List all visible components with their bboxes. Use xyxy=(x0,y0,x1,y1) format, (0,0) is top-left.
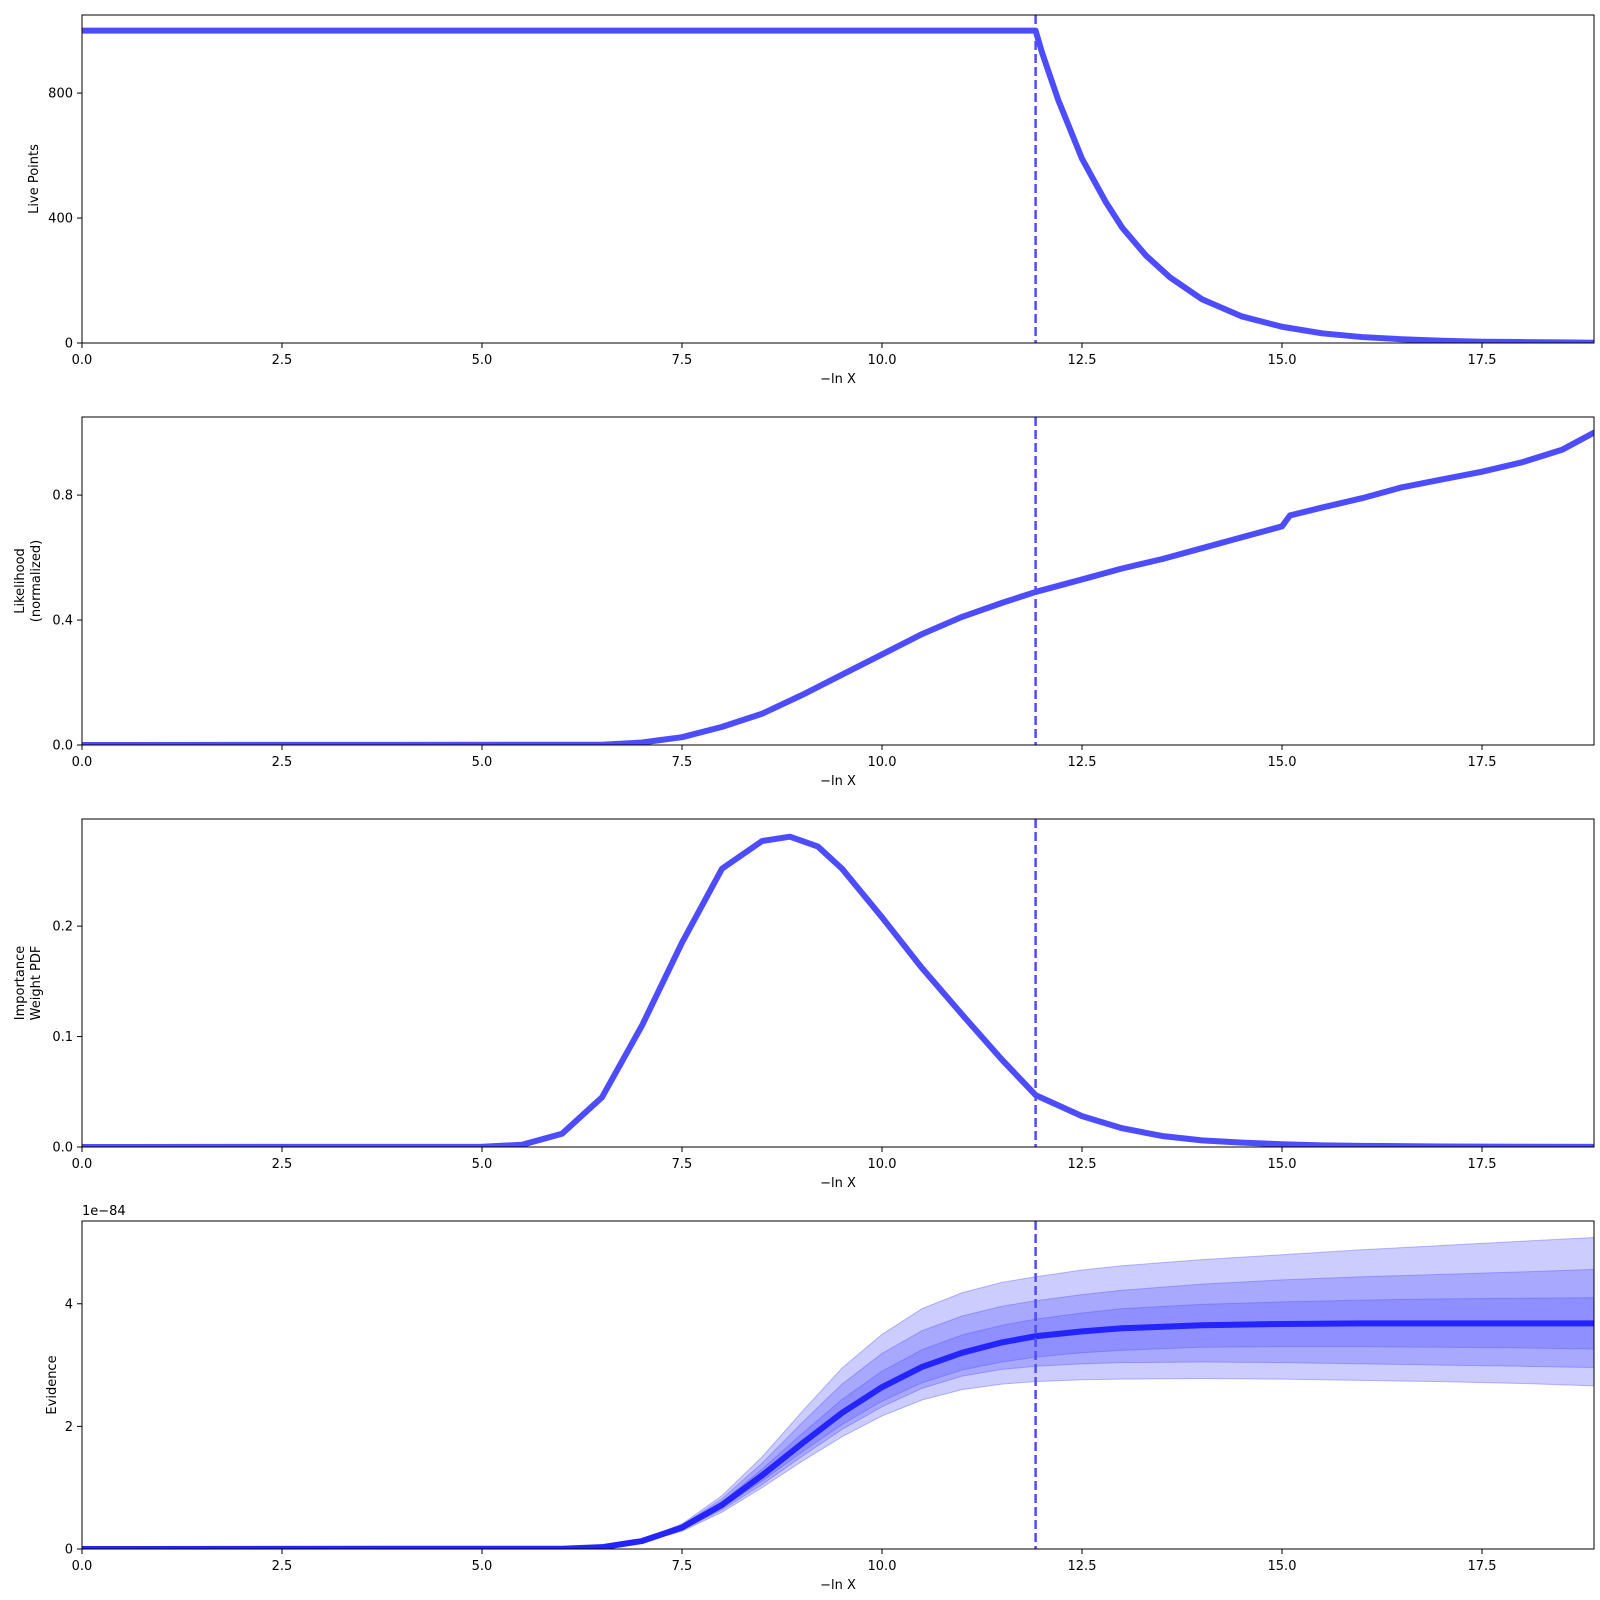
x-tick-label: 7.5 xyxy=(672,1559,693,1574)
y-tick-label: 0.8 xyxy=(52,489,73,504)
x-tick-label: 15.0 xyxy=(1268,1157,1297,1172)
x-tick-label: 12.5 xyxy=(1068,1157,1097,1172)
x-tick-label: 7.5 xyxy=(672,1157,693,1172)
axes-frame xyxy=(81,416,1595,746)
x-tick-label: 2.5 xyxy=(272,353,293,368)
y-tick-label: 0.1 xyxy=(52,1030,73,1045)
x-tick-label: 17.5 xyxy=(1468,755,1497,770)
x-tick-label: 0.0 xyxy=(72,1157,93,1172)
x-tick-label: 12.5 xyxy=(1068,755,1097,770)
y-tick-label: 0.0 xyxy=(52,739,73,754)
x-tick-label: 17.5 xyxy=(1468,1157,1497,1172)
x-tick-label: 10.0 xyxy=(868,1157,897,1172)
x-tick-label: 15.0 xyxy=(1268,755,1297,770)
y-axis-label-line: Live Points xyxy=(27,144,42,214)
x-axis-label: −ln X xyxy=(820,372,856,387)
plot-area xyxy=(82,833,1594,1147)
x-tick-label: 2.5 xyxy=(272,1157,293,1172)
x-tick-label: 5.0 xyxy=(472,755,493,770)
x-tick-label: 10.0 xyxy=(868,755,897,770)
y-offset-label: 1e−84 xyxy=(82,1204,126,1219)
y-axis-label-line: Likelihood xyxy=(13,548,28,614)
x-tick-label: 15.0 xyxy=(1268,353,1297,368)
x-tick-label: 5.0 xyxy=(472,353,493,368)
evidence-band-3sigma xyxy=(82,1237,1594,1549)
evidence-band-1sigma xyxy=(82,1297,1594,1549)
x-tick-label: 17.5 xyxy=(1468,1559,1497,1574)
x-tick-label: 5.0 xyxy=(472,1559,493,1574)
panel-3: 0.0 2.5 5.0 7.5 10.0 12.5 15.0 17.5 0.0 0.1 0.2 −ln… xyxy=(13,818,1595,1191)
evidence-median-line xyxy=(82,1320,1594,1549)
plot-area xyxy=(82,27,1594,343)
y-tick-label: 0.0 xyxy=(52,1141,73,1156)
panel-4: 0.0 2.5 5.0 7.5 10.0 12.5 15.0 17.5 0 2 4 −ln X Evid… xyxy=(45,1204,1595,1593)
y-axis-label-line: Importance xyxy=(13,946,28,1021)
x-tick-label: 0.0 xyxy=(72,1559,93,1574)
x-tick-label: 7.5 xyxy=(672,755,693,770)
y-axis-label: ImportanceWeight PDF xyxy=(13,946,44,1021)
plot-area xyxy=(82,429,1594,745)
y-tick-label: 0.2 xyxy=(52,920,73,935)
y-axis-label: Live Points xyxy=(27,144,42,214)
x-tick-label: 17.5 xyxy=(1468,353,1497,368)
y-tick-label: 400 xyxy=(48,212,73,227)
y-tick-label: 0.4 xyxy=(52,614,73,629)
axes-frame xyxy=(81,14,1595,344)
panel-1: 0.0 2.5 5.0 7.5 10.0 12.5 15.0 17.5 0 400 800 −ln X… xyxy=(27,14,1595,387)
x-tick-label: 2.5 xyxy=(272,755,293,770)
x-tick-label: 10.0 xyxy=(868,353,897,368)
x-tick-label: 7.5 xyxy=(672,353,693,368)
series-line-1 xyxy=(82,27,1594,343)
evidence-band-2sigma xyxy=(82,1268,1594,1549)
series-line-1 xyxy=(82,833,1594,1147)
x-axis-label: −ln X xyxy=(820,1578,856,1593)
x-tick-label: 0.0 xyxy=(72,755,93,770)
series-line-1 xyxy=(82,429,1594,745)
plot-area xyxy=(82,1237,1594,1549)
x-axis-label: −ln X xyxy=(820,1176,856,1191)
x-tick-label: 15.0 xyxy=(1268,1559,1297,1574)
y-tick-label: 800 xyxy=(48,87,73,102)
y-tick-label: 4 xyxy=(65,1297,73,1312)
x-tick-label: 12.5 xyxy=(1068,1559,1097,1574)
x-tick-label: 10.0 xyxy=(868,1559,897,1574)
y-tick-label: 0 xyxy=(65,1543,73,1558)
x-tick-label: 5.0 xyxy=(472,1157,493,1172)
x-tick-label: 0.0 xyxy=(72,353,93,368)
x-tick-label: 2.5 xyxy=(272,1559,293,1574)
y-tick-label: 0 xyxy=(65,337,73,352)
y-axis-label-line: Weight PDF xyxy=(29,946,44,1021)
x-tick-label: 12.5 xyxy=(1068,353,1097,368)
panel-2: 0.0 2.5 5.0 7.5 10.0 12.5 15.0 17.5 0.0 0.4 0.8 −ln… xyxy=(13,416,1595,789)
axes-frame xyxy=(81,1220,1595,1550)
y-axis-label-line: Evidence xyxy=(45,1355,60,1414)
axes-frame xyxy=(81,818,1595,1148)
y-tick-label: 2 xyxy=(65,1420,73,1435)
y-axis-label: Likelihood(normalized) xyxy=(13,540,44,622)
y-axis-label: Evidence xyxy=(45,1355,60,1414)
y-axis-label-line: (normalized) xyxy=(29,540,44,622)
x-axis-label: −ln X xyxy=(820,774,856,789)
